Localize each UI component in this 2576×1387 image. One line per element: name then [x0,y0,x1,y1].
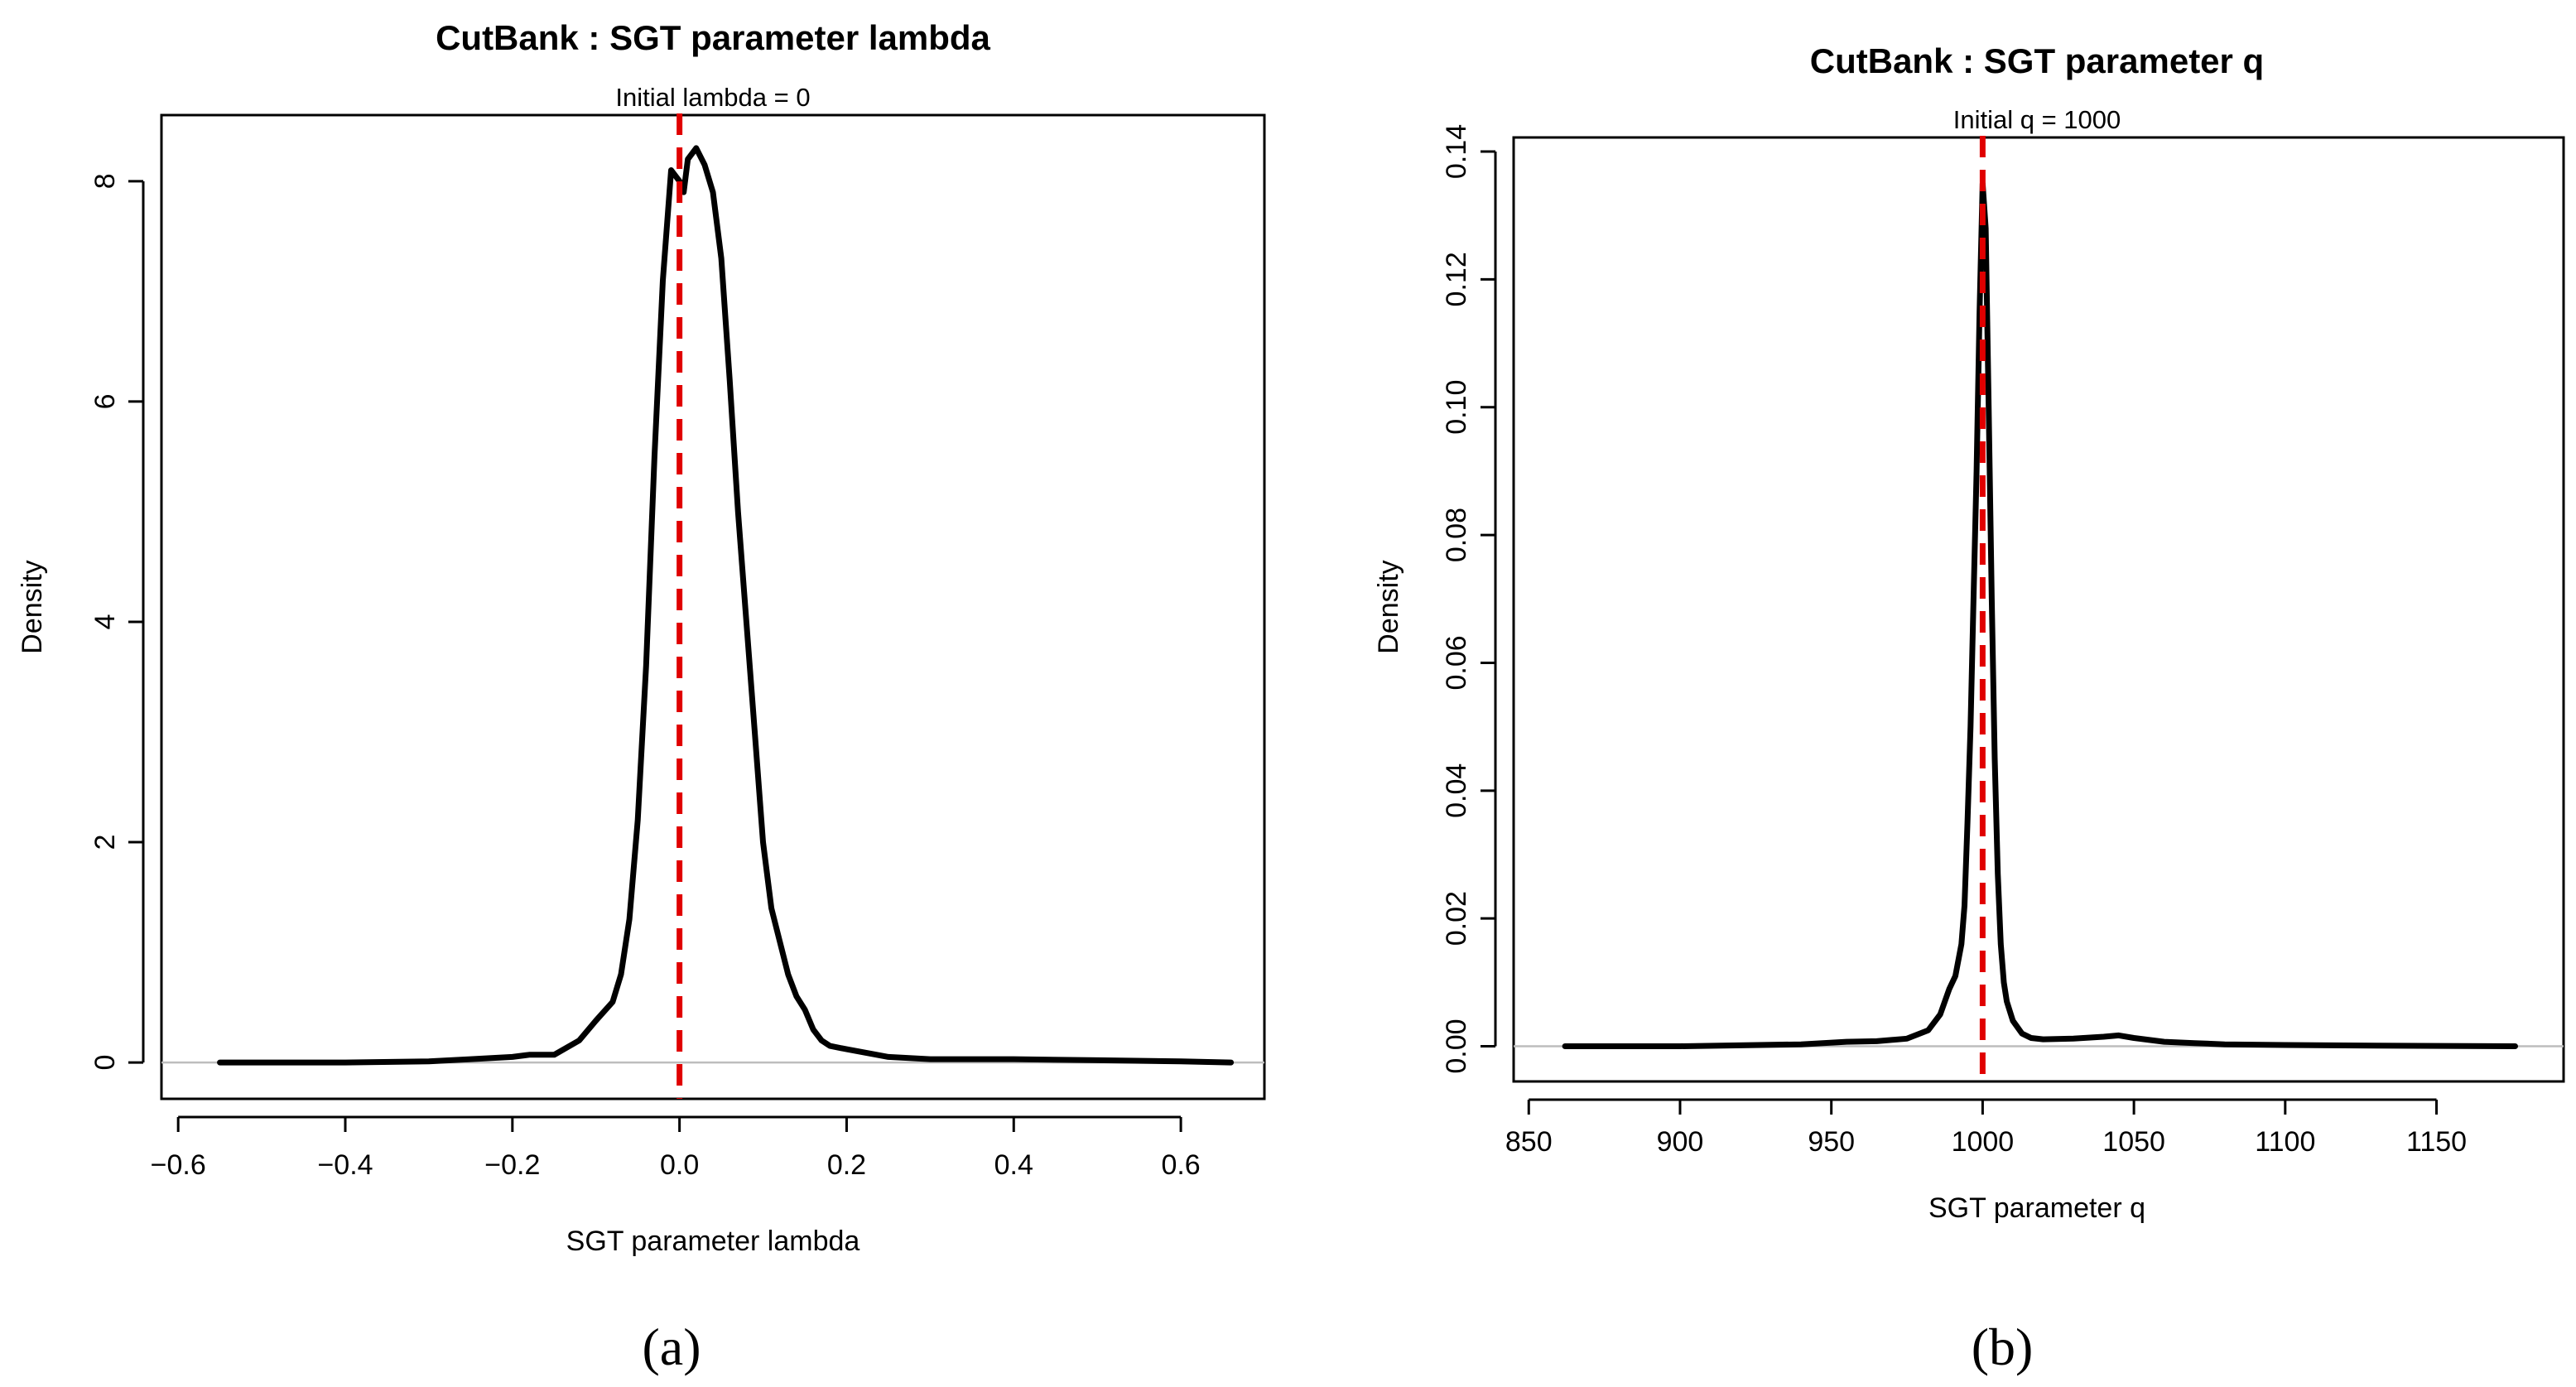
panel-b-x-axis-title: SGT parameter q [1928,1192,2145,1224]
panel-a-density-curve [217,145,1235,1066]
panel-a-x-tick-label: 0.4 [994,1149,1033,1181]
panel-b-y-tick-label: 0.06 [1441,635,1472,690]
panel-a-y-axis-title: Density [17,560,48,653]
panel-a-x-tick-label: 0.6 [1161,1149,1200,1181]
panel-a-y-tick-label: 6 [89,393,121,409]
panel-a-y-tick-label: 2 [89,835,121,850]
panel-a-x-tick-label: 0.2 [827,1149,866,1181]
panel-a-x-tick-label: −0.4 [317,1149,373,1181]
panel-b-y-tick-label: 0.10 [1441,380,1472,435]
panel-b-x-tick-label: 900 [1657,1126,1704,1158]
panel-b-y-tick-label: 0.12 [1441,252,1472,306]
panel-b-y-tick-label: 0.08 [1441,508,1472,562]
panel-b-subtitle: Initial q = 1000 [1953,105,2121,134]
panel-a-plot-frame [160,113,1266,1100]
panel-a: CutBank : SGT parameter lambda Initial l… [17,18,1266,1376]
panel-b-x-tick-label: 1000 [1952,1126,2015,1158]
panel-a-x-tick-label: −0.2 [484,1149,540,1181]
panel-b-y-tick-label: 0.14 [1441,124,1472,179]
panel-b-title: CutBank : SGT parameter q [1810,41,2264,80]
panel-b-y-axis-title: Density [1373,560,1404,653]
panel-a-title: CutBank : SGT parameter lambda [436,18,990,57]
panel-a-x-tick-label: 0.0 [660,1149,699,1181]
panel-b-x-tick-label: 950 [1808,1126,1855,1158]
panel-b-x-tick-label: 850 [1505,1126,1553,1158]
panel-b-y-tick-label: 0.00 [1441,1019,1472,1073]
panel-b-label: (b) [1972,1317,2034,1376]
panel-b-x-tick-label: 1050 [2102,1126,2165,1158]
panel-a-y-tick-label: 8 [89,173,121,189]
panel-a-label: (a) [642,1317,701,1376]
panel-a-y-tick-label: 0 [89,1055,121,1071]
panel-b-y-tick-label: 0.04 [1441,763,1472,818]
panel-a-y-tick-label: 4 [89,614,121,629]
panel-a-subtitle: Initial lambda = 0 [615,83,810,112]
panel-b: CutBank : SGT parameter q Initial q = 10… [1373,41,2565,1376]
panel-b-x-tick-label: 1100 [2255,1126,2315,1158]
panel-b-plot-frame [1512,136,2565,1083]
panel-b-y-tick-label: 0.02 [1441,891,1472,946]
panel-b-density-curve [1562,181,2518,1049]
panel-a-x-axis-title: SGT parameter lambda [566,1226,860,1257]
panel-b-x-tick-label: 1150 [2406,1126,2467,1158]
panel-a-x-tick-label: −0.6 [151,1149,206,1181]
